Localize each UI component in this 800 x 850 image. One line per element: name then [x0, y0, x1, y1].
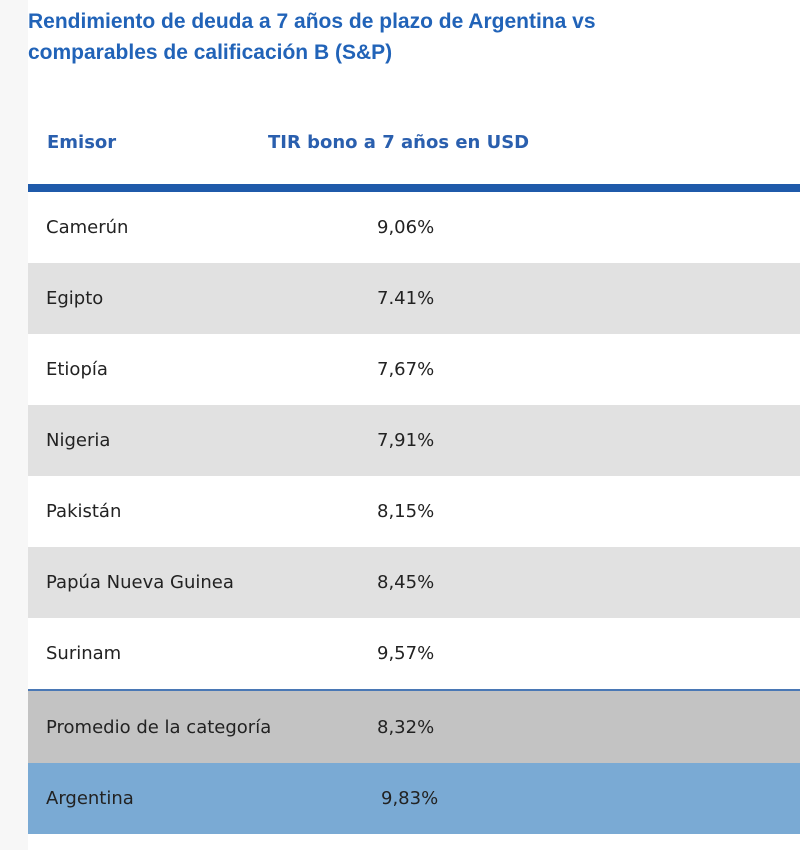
table-row-nigeria: Nigeria 7,91%	[28, 405, 800, 476]
issuer-cell: Egipto	[46, 288, 104, 309]
table-row-argentina: Argentina 9,83%	[28, 763, 800, 834]
table-row-suriname: Surinam 9,57%	[28, 618, 800, 689]
table-header: Emisor TIR bono a 7 años en USD	[28, 110, 800, 192]
yield-cell: 9,06%	[377, 217, 435, 238]
yield-cell: 8,45%	[377, 572, 435, 593]
issuer-cell: Promedio de la categoría	[46, 716, 272, 738]
table-row-ethiopia: Etiopía 7,67%	[28, 334, 800, 405]
issuer-cell: Pakistán	[46, 501, 122, 522]
left-margin	[0, 0, 28, 850]
yield-cell: 9,83%	[381, 788, 439, 809]
issuer-cell: Nigeria	[46, 430, 111, 451]
issuer-cell: Surinam	[46, 643, 122, 664]
issuer-cell: Papúa Nueva Guinea	[46, 572, 234, 593]
yield-cell: 7,91%	[377, 430, 435, 451]
yield-cell: 7,67%	[377, 359, 435, 380]
yield-cell: 8,15%	[377, 501, 435, 522]
chart-title: Rendimiento de deuda a 7 años de plazo d…	[28, 10, 596, 64]
header-emisor: Emisor	[47, 132, 117, 153]
table-row-papua-new-guinea: Papúa Nueva Guinea 8,45%	[28, 547, 800, 618]
table-row-cameroon: Camerún 9,06%	[28, 192, 800, 263]
yield-cell: 8,32%	[377, 716, 435, 738]
table-row-category-average: Promedio de la categoría 8,32%	[28, 689, 800, 763]
table-row-egypt: Egipto 7.41%	[28, 263, 800, 334]
yield-table: Emisor TIR bono a 7 años en USD Camerún …	[28, 110, 800, 834]
issuer-cell: Etiopía	[46, 359, 108, 380]
issuer-cell: Argentina	[46, 788, 134, 809]
issuer-cell: Camerún	[46, 217, 129, 238]
header-tir: TIR bono a 7 años en USD	[268, 132, 530, 153]
yield-cell: 9,57%	[377, 643, 435, 664]
yield-cell: 7.41%	[377, 288, 435, 309]
table-row-pakistan: Pakistán 8,15%	[28, 476, 800, 547]
